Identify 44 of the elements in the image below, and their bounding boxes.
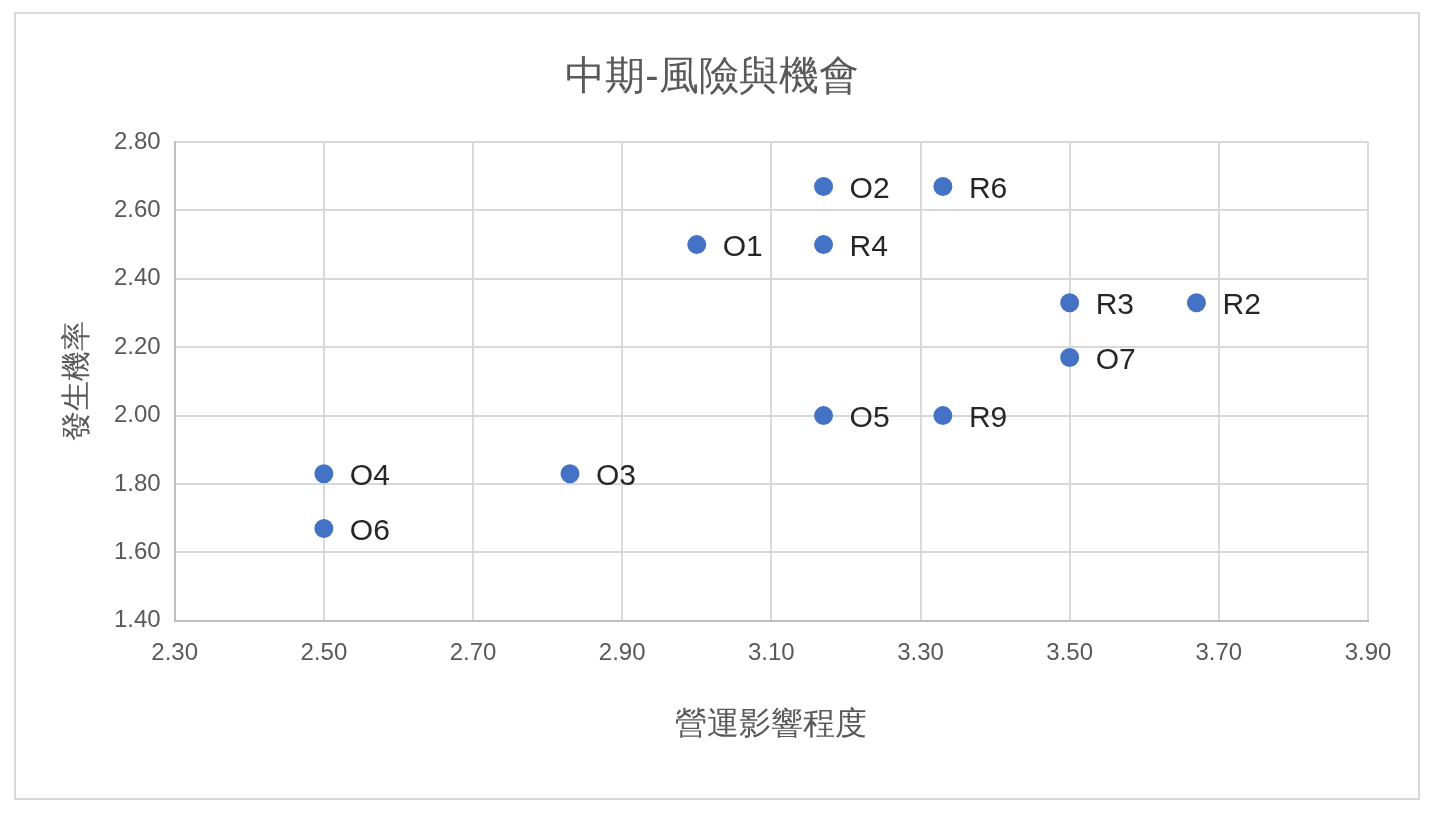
- chart-title: 中期-風險與機會: [565, 53, 859, 98]
- point: [1060, 347, 1080, 367]
- x-tick-label: 3.70: [1195, 637, 1243, 665]
- data-label: R6: [968, 170, 1008, 204]
- data-label: R9: [968, 399, 1008, 433]
- data-label: O5: [849, 399, 890, 433]
- point: [687, 235, 707, 255]
- data-label: R4: [849, 228, 888, 262]
- x-tick-label: 3.10: [748, 637, 795, 665]
- y-tick-label: 1.40: [113, 605, 161, 633]
- point: [814, 235, 834, 255]
- x-tick-label: 2.30: [151, 637, 199, 665]
- x-tick-label: 3.90: [1344, 637, 1392, 665]
- data-label: R3: [1095, 287, 1135, 321]
- y-tick-label: 2.40: [113, 263, 161, 291]
- data-label: O3: [595, 458, 637, 492]
- y-tick-label: 2.00: [113, 400, 161, 428]
- y-axis-title: 發生機率: [59, 321, 93, 442]
- data-label: R2: [1222, 287, 1261, 321]
- x-tick-label: 2.70: [449, 637, 497, 665]
- y-tick-label: 2.20: [113, 331, 161, 359]
- data-label: O1: [722, 228, 763, 262]
- point: [1186, 293, 1206, 313]
- point: [1060, 293, 1080, 313]
- point: [314, 518, 334, 538]
- y-tick-label: 1.60: [113, 537, 161, 565]
- y-tick-label: 2.60: [113, 195, 161, 223]
- x-tick-label: 3.30: [897, 637, 944, 665]
- point: [814, 176, 834, 196]
- point: [933, 406, 953, 426]
- point: [933, 176, 953, 196]
- x-tick-label: 3.50: [1046, 637, 1094, 665]
- y-tick-label: 2.80: [113, 126, 161, 154]
- y-tick-label: 1.80: [113, 468, 161, 496]
- data-label: O2: [849, 170, 890, 204]
- point: [560, 464, 580, 484]
- data-label: O4: [349, 458, 390, 492]
- x-tick-label: 2.90: [598, 637, 646, 665]
- point: [814, 406, 834, 426]
- data-label: O7: [1095, 341, 1136, 375]
- point: [314, 464, 334, 484]
- x-axis-title: 營運影響程度: [675, 704, 868, 741]
- data-label: O6: [349, 512, 390, 546]
- x-tick-label: 2.50: [300, 637, 348, 665]
